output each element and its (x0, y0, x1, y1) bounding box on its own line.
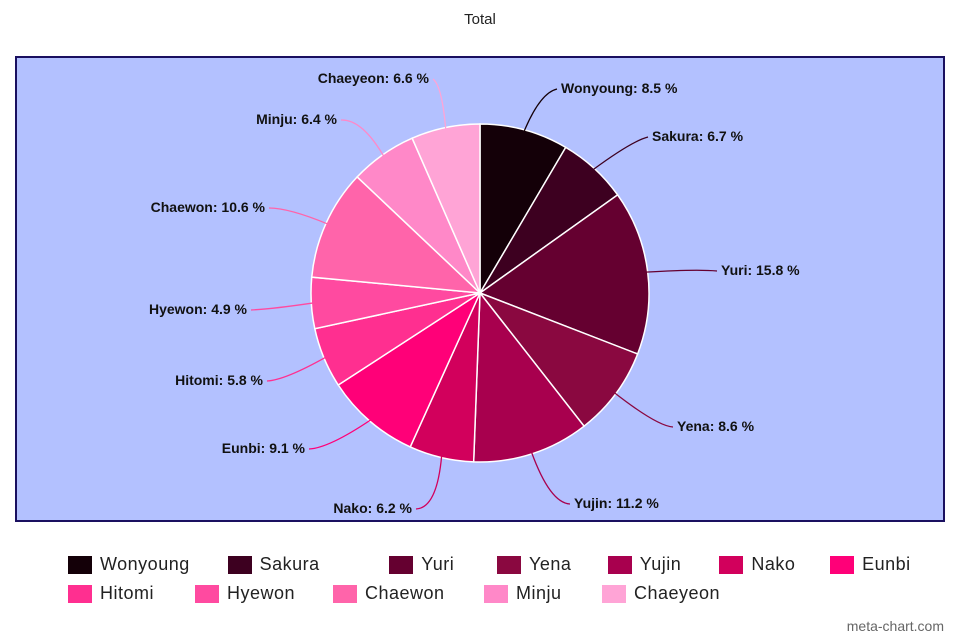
slice-label-eunbi: Eunbi: 9.1 % (222, 440, 306, 456)
slice-label-yena: Yena: 8.6 % (677, 418, 755, 434)
leader-line-yena (613, 391, 674, 428)
legend-item-chaewon[interactable]: Chaewon (333, 583, 484, 604)
legend-label: Wonyoung (100, 554, 190, 574)
legend-swatch (719, 555, 744, 574)
slice-label-hyewon: Hyewon: 4.9 % (149, 301, 248, 317)
chart-title: Total (464, 11, 496, 28)
legend-label: Hyewon (227, 583, 296, 603)
legend-label: Sakura (259, 554, 320, 574)
legend-swatch (497, 555, 522, 574)
legend-swatch (68, 584, 92, 603)
legend-swatch (389, 555, 414, 574)
legend-label: Minju (516, 583, 562, 603)
slice-label-nako: Nako: 6.2 % (333, 500, 412, 516)
leader-line-chaewon (268, 207, 329, 225)
leader-line-yuri (645, 269, 718, 273)
leader-line-wonyoung (523, 88, 558, 133)
legend-row: Wonyoung Sakura Yuri Yena Yujin Nako Eunbi (68, 550, 928, 579)
leader-line-chaeyeon (432, 78, 447, 130)
legend-item-hitomi[interactable]: Hitomi (68, 583, 195, 604)
legend-swatch (607, 555, 632, 574)
legend-item-sakura[interactable]: Sakura (227, 554, 390, 575)
legend-item-chaeyeon[interactable]: Chaeyeon (602, 583, 722, 604)
slice-label-yuri: Yuri: 15.8 % (721, 262, 800, 278)
legend-label: Chaewon (365, 583, 445, 603)
leader-line-hyewon (250, 302, 314, 311)
legend-item-minju[interactable]: Minju (484, 583, 602, 604)
slice-label-chaeyeon: Chaeyeon: 6.6 % (318, 70, 430, 86)
legend-swatch (602, 584, 626, 603)
legend-label: Eunbi (862, 554, 911, 574)
legend-swatch (830, 555, 855, 574)
legend-item-hyewon[interactable]: Hyewon (195, 583, 333, 604)
watermark: meta-chart.com (846, 618, 944, 634)
leader-line-yujin (530, 451, 571, 505)
legend-label: Yuri (421, 554, 455, 574)
slice-label-sakura: Sakura: 6.7 % (652, 128, 744, 144)
legend-item-wonyoung[interactable]: Wonyoung (68, 554, 228, 575)
leader-line-sakura (592, 136, 649, 171)
slice-label-yujin: Yujin: 11.2 % (574, 495, 659, 511)
legend-swatch (195, 584, 219, 603)
slice-label-hitomi: Hitomi: 5.8 % (175, 372, 263, 388)
leader-line-minju (340, 119, 385, 157)
legend-item-eunbi[interactable]: Eunbi (830, 554, 928, 575)
plot-area: Wonyoung: 8.5 % Sakura: 6.7 % Yuri: 15.8 %… (15, 56, 945, 522)
legend-item-yuri[interactable]: Yuri (389, 554, 497, 575)
slice-label-minju: Minju: 6.4 % (256, 111, 337, 127)
legend-swatch (333, 584, 357, 603)
leader-line-eunbi (308, 419, 372, 450)
legend-item-nako[interactable]: Nako (719, 554, 830, 575)
leader-line-hitomi (266, 356, 327, 382)
legend-item-yujin[interactable]: Yujin (607, 554, 720, 575)
legend-label: Hitomi (100, 583, 155, 603)
legend-label: Chaeyeon (634, 583, 721, 603)
legend-swatch (484, 584, 508, 603)
legend-item-yena[interactable]: Yena (497, 554, 608, 575)
legend-label: Yena (529, 554, 572, 574)
legend-row: Hitomi Hyewon Chaewon Minju Chaeyeon (68, 579, 928, 608)
slice-label-chaewon: Chaewon: 10.6 % (151, 199, 266, 215)
legend: Wonyoung Sakura Yuri Yena Yujin Nako Eunbi Hito… (68, 550, 928, 608)
legend-swatch (227, 555, 252, 574)
leader-line-nako (415, 455, 443, 510)
pie-chart: Wonyoung: 8.5 % Sakura: 6.7 % Yuri: 15.8 %… (149, 70, 800, 516)
slice-label-wonyoung: Wonyoung: 8.5 % (561, 80, 678, 96)
legend-label: Yujin (639, 554, 682, 574)
legend-swatch (68, 555, 92, 574)
legend-label: Nako (751, 554, 796, 574)
